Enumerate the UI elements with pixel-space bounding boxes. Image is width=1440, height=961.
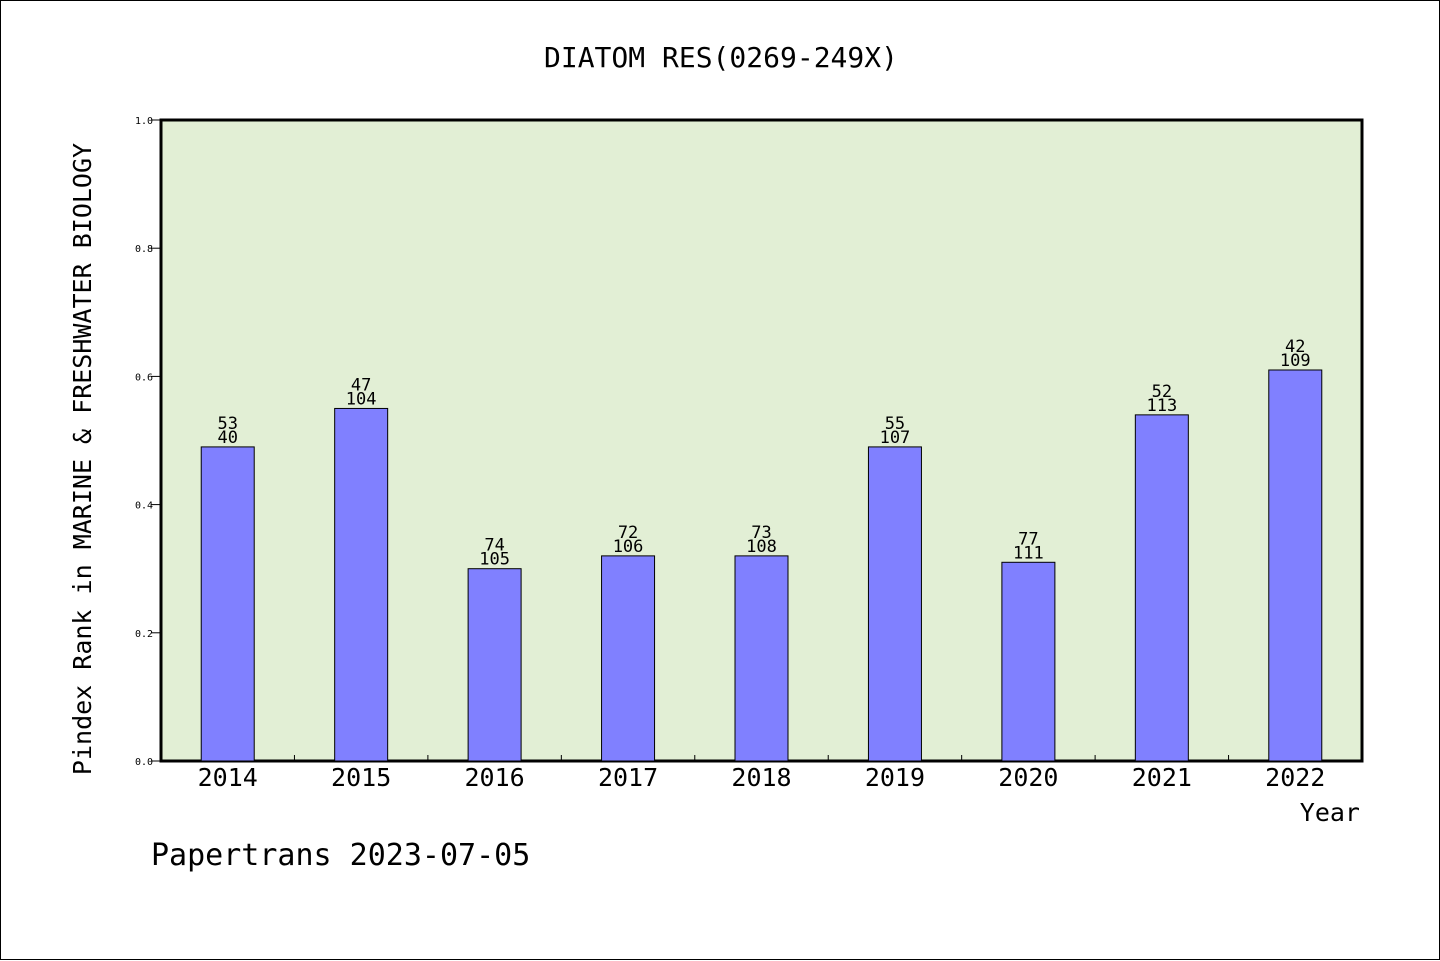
- bar: [734, 555, 789, 762]
- bar-rank-label: 73: [751, 523, 771, 543]
- bar-total-label: 108: [746, 537, 777, 557]
- bar-rank-label: 55: [885, 414, 905, 434]
- y-tick-label: 0.6: [135, 372, 153, 383]
- x-axis-ticks: 2014 2015 2016 2017 2018 2019 2020 2021 2022: [198, 755, 1325, 792]
- bar: [1134, 414, 1189, 762]
- x-tick-label: 2022: [1265, 763, 1325, 792]
- x-axis-label: Year: [1300, 798, 1360, 827]
- x-tick-label: 2020: [998, 763, 1058, 792]
- y-tick-label: 0.2: [135, 629, 153, 640]
- bar: [467, 568, 522, 762]
- bar: [334, 407, 389, 762]
- bar-total-label: 111: [1013, 543, 1044, 563]
- x-tick-label: 2019: [865, 763, 925, 792]
- bar-total-label: 109: [1280, 351, 1311, 371]
- x-tick-label: 2017: [598, 763, 658, 792]
- bar-total-label: 104: [346, 389, 377, 409]
- x-tick-label: 2014: [198, 763, 258, 792]
- bar: [1001, 561, 1056, 762]
- bar: [601, 555, 656, 762]
- x-tick-label: 2016: [465, 763, 525, 792]
- bar-series: [200, 369, 1323, 762]
- bar: [200, 446, 255, 762]
- bar-total-label: 40: [217, 428, 237, 448]
- bar-rank-label: 74: [484, 536, 504, 556]
- y-tick-label: 1.0: [135, 116, 153, 127]
- bar-rank-label: 52: [1152, 382, 1172, 402]
- footer-date-text: Papertrans 2023-07-05: [151, 838, 530, 873]
- y-tick-label: 0.0: [135, 757, 153, 768]
- y-tick-label: 0.8: [135, 244, 153, 255]
- chart-title: DIATOM RES(0269-249X): [544, 41, 898, 74]
- x-tick-label: 2018: [731, 763, 791, 792]
- bar-total-label: 106: [613, 537, 644, 557]
- y-tick-label: 0.4: [135, 501, 153, 512]
- y-axis-label: Pindex Rank in MARINE & FRESHWATER BIOLO…: [68, 143, 97, 775]
- x-tick-label: 2015: [331, 763, 391, 792]
- y-axis-ticks: 0.0 0.2 0.4 0.6 0.8 1.0: [135, 116, 161, 768]
- bar-total-label: 107: [880, 428, 911, 448]
- bar-total-label: 113: [1146, 396, 1177, 416]
- bar-rank-label: 47: [351, 375, 371, 395]
- bar-rank-label: 42: [1285, 337, 1305, 357]
- bar-rank-label: 53: [217, 414, 237, 434]
- bar-rank-label: 77: [1018, 529, 1038, 549]
- bar-rank-label: 72: [618, 523, 638, 543]
- x-tick-label: 2021: [1132, 763, 1192, 792]
- bar: [1268, 369, 1323, 762]
- bar: [867, 446, 922, 762]
- bar-total-label: 105: [479, 550, 510, 570]
